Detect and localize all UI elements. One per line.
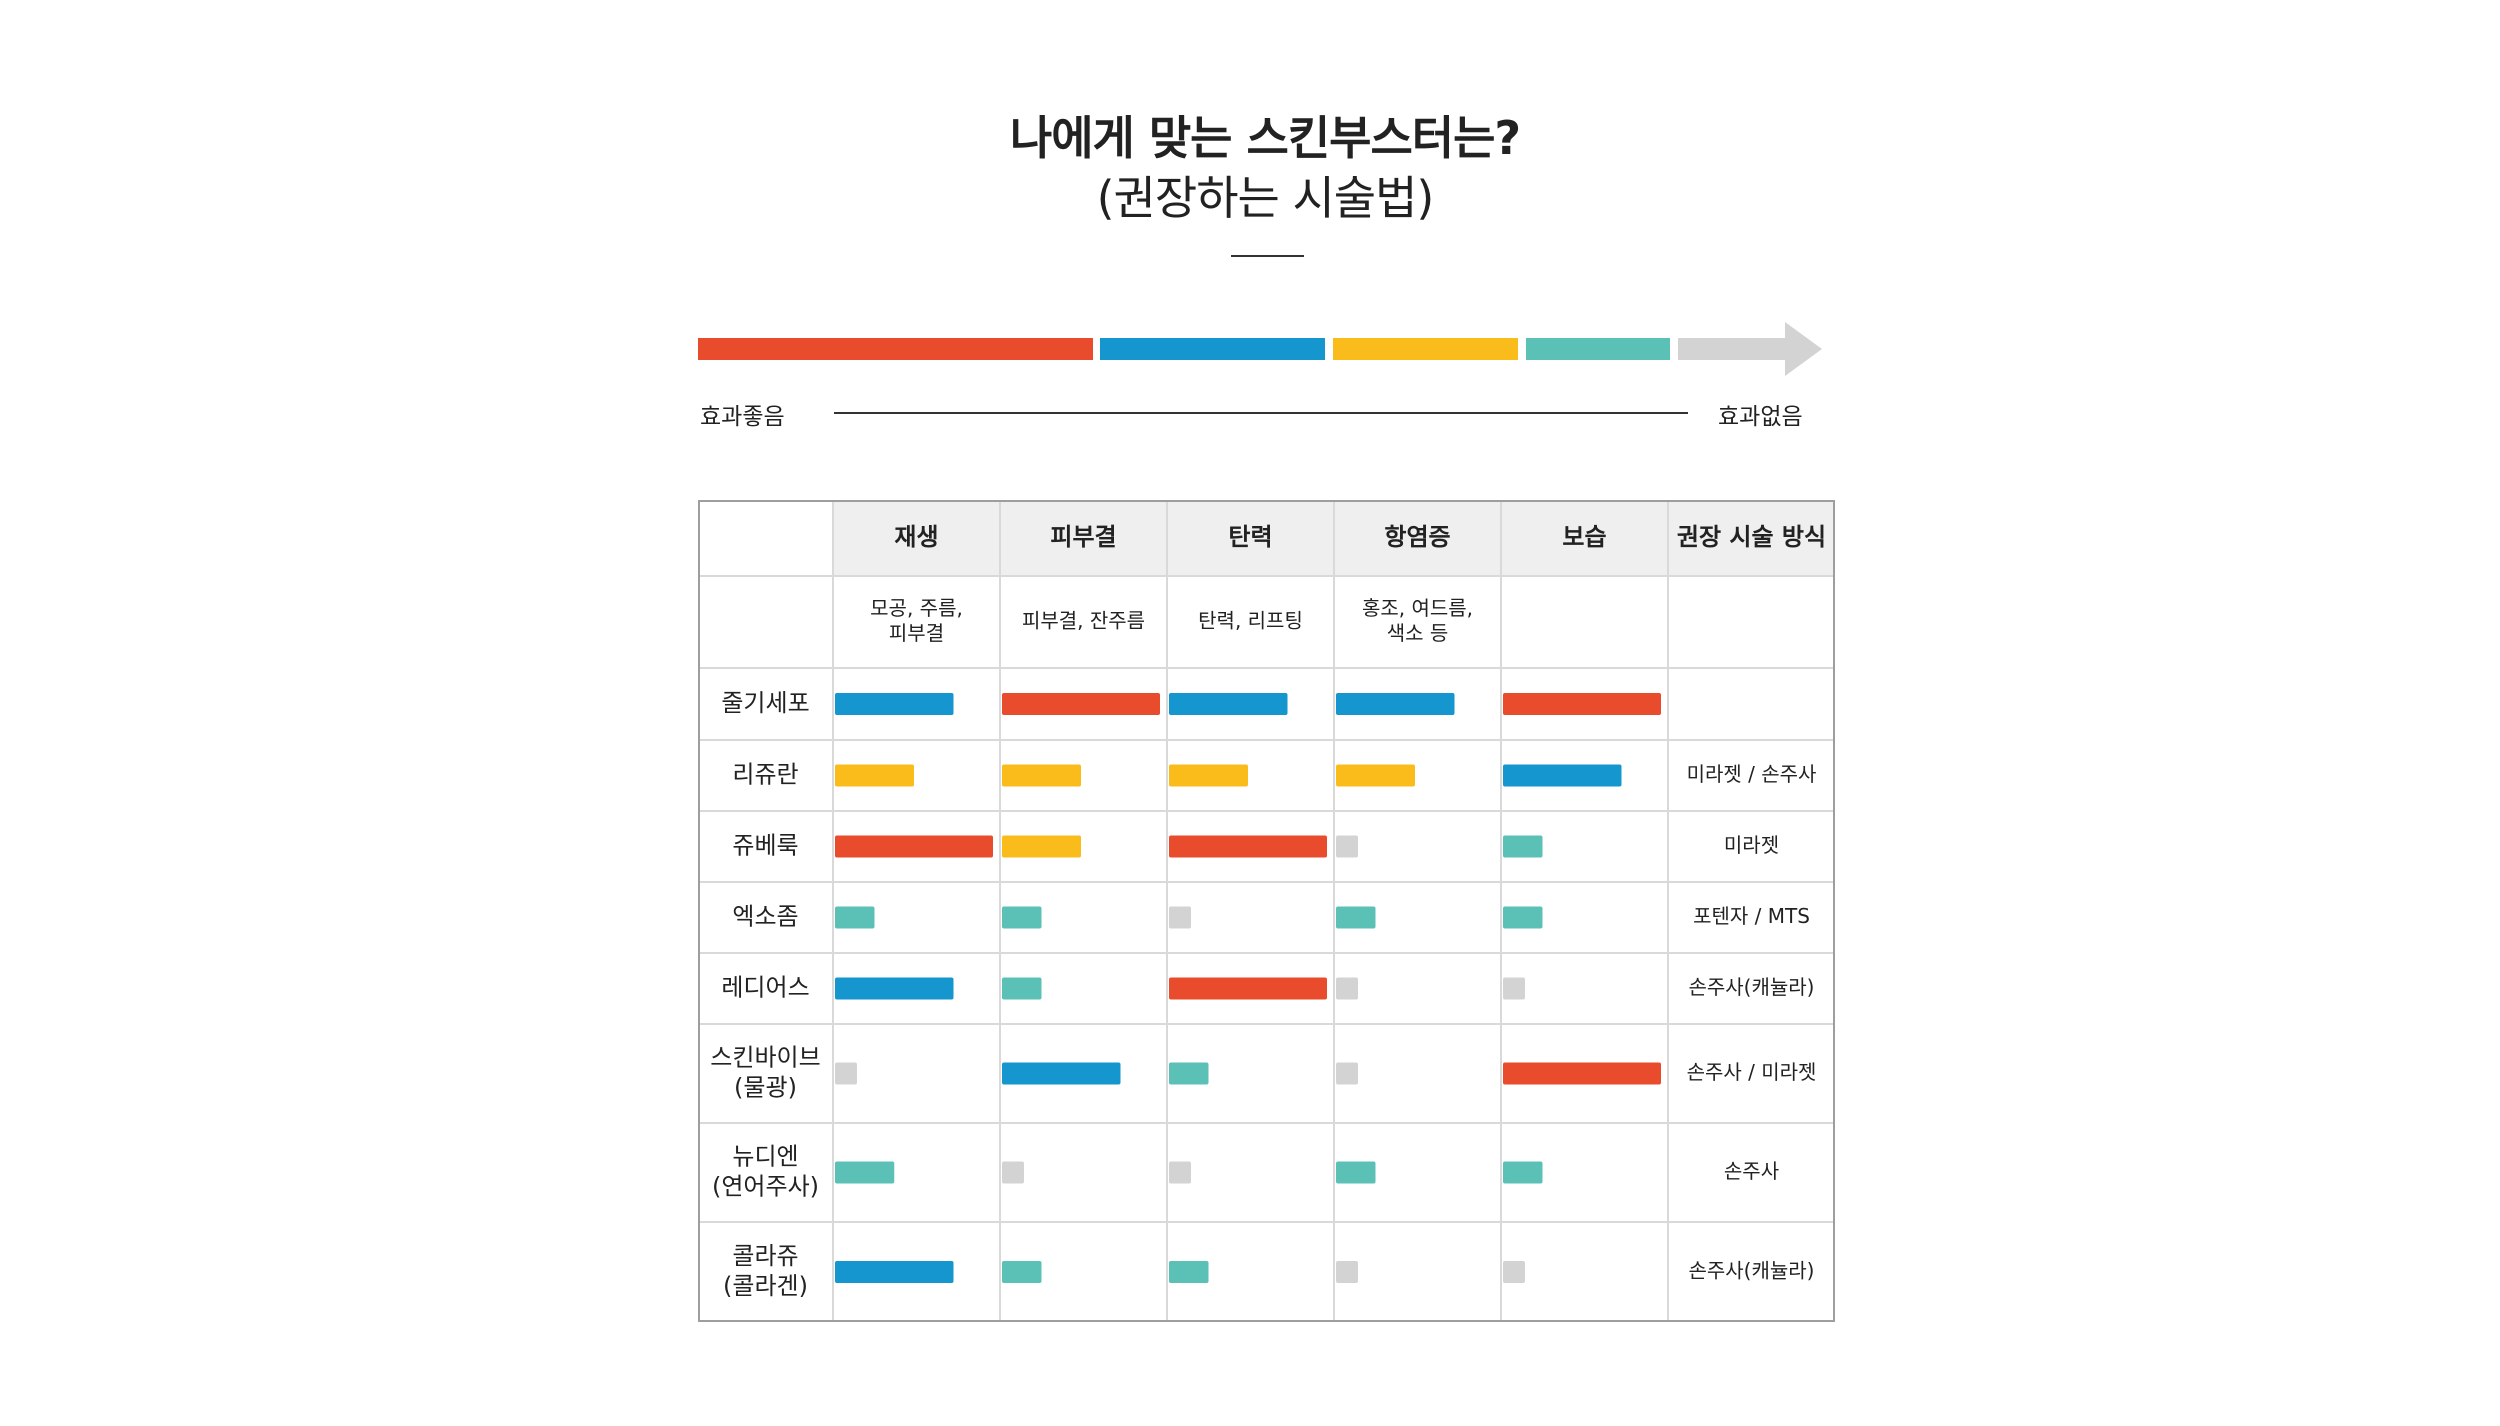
row-name-label: (물광)	[734, 1074, 797, 1102]
title-divider	[1231, 255, 1304, 257]
effect-bar	[1002, 906, 1042, 929]
effect-bar	[1503, 906, 1543, 929]
title-block: 나에게 맞는 스킨부스터는? (권장하는 시술법)	[0, 108, 2500, 228]
scale-segment-level0	[1678, 338, 1786, 360]
effect-bar	[1002, 693, 1160, 715]
method-cell-label: 미라젯	[1724, 833, 1779, 857]
effect-bar	[1336, 835, 1358, 858]
effect-bar	[835, 977, 954, 1000]
column-header-label: 항염증	[1384, 523, 1450, 551]
effect-scale-bar	[698, 322, 1822, 376]
scale-segment-level1	[1526, 338, 1670, 360]
scale-line	[834, 412, 1688, 414]
column-header-label: 탄력	[1228, 523, 1272, 551]
page-subtitle: (권장하는 시술법)	[1096, 171, 1435, 225]
column-desc-label: 색소 등	[1387, 621, 1449, 645]
effect-bar	[1169, 977, 1327, 1000]
effect-bar	[835, 764, 914, 787]
effect-bar	[1336, 764, 1415, 787]
table-border	[698, 500, 1835, 1322]
effect-bar	[835, 693, 954, 715]
column-header-label: 보습	[1562, 523, 1606, 551]
effect-bar	[1503, 1161, 1543, 1184]
row-name-label: 뉴디엔	[732, 1143, 798, 1171]
effect-bar	[1002, 1261, 1042, 1283]
effect-bar	[835, 1261, 954, 1283]
effect-bar	[1503, 1062, 1661, 1085]
method-cell-label: 손주사(캐뉼라)	[1688, 975, 1814, 999]
effect-bar	[1503, 977, 1525, 1000]
effect-bar	[1336, 1161, 1376, 1184]
row-name-label: 콜라쥬	[732, 1242, 798, 1270]
effect-bar	[1169, 693, 1288, 715]
scale-segment-level4	[698, 338, 1093, 360]
scale-arrow-head	[1785, 322, 1822, 376]
comparison-table: 재생 모공, 주름, 피부결 피부결 피부결, 잔주름 탄력 탄력, 리프팅 항염증 홍조, 여…	[698, 500, 1835, 1325]
row-name-label: 레디어스	[721, 974, 809, 1002]
effect-bar	[1169, 1261, 1209, 1283]
effect-bar	[1336, 977, 1358, 1000]
effect-bar	[1169, 835, 1327, 858]
effect-bar	[1503, 693, 1661, 715]
column-desc-label: 탄력, 리프팅	[1198, 609, 1303, 633]
effect-bar	[1336, 1062, 1358, 1085]
column-desc-label: 피부결	[889, 621, 944, 645]
effect-bar	[1002, 977, 1042, 1000]
row-name-label: (콜라겐)	[723, 1272, 808, 1300]
effect-bar	[835, 1161, 895, 1184]
page-title: 나에게 맞는 스킨부스터는?	[1009, 111, 1521, 165]
effect-bar	[1503, 764, 1622, 787]
scale-left-label: 효과좋음	[700, 404, 785, 430]
effect-bar	[1336, 1261, 1358, 1283]
column-desc-label: 홍조, 여드름,	[1362, 596, 1473, 620]
method-header-label: 권장 시술 방식	[1677, 523, 1826, 551]
method-cell-label: 손주사	[1724, 1159, 1779, 1183]
row-name-label: 줄기세포	[721, 689, 809, 717]
effect-bar	[1336, 693, 1455, 715]
effect-bar	[835, 1062, 857, 1085]
scale-segment-level3	[1100, 338, 1325, 360]
row-name-label: 스킨바이브	[710, 1044, 820, 1072]
row-name-label: 리쥬란	[732, 761, 798, 789]
effect-bar	[1002, 1161, 1024, 1184]
column-header-label: 재생	[894, 523, 938, 551]
effect-bar	[835, 906, 875, 929]
method-cell-label: 포텐자 / MTS	[1693, 904, 1810, 928]
column-desc-label: 모공, 주름,	[870, 596, 963, 620]
effect-bar	[1002, 764, 1081, 787]
effect-bar	[1169, 1062, 1209, 1085]
effect-bar	[1002, 835, 1081, 858]
method-cell-label: 손주사 / 미라젯	[1687, 1060, 1817, 1084]
effect-bar	[1503, 1261, 1525, 1283]
column-desc-label: 피부결, 잔주름	[1022, 609, 1145, 633]
row-name-label: (연어주사)	[712, 1173, 819, 1201]
effect-bar	[1169, 1161, 1191, 1184]
effect-bar	[1336, 906, 1376, 929]
effect-bar	[1169, 906, 1191, 929]
column-header-label: 피부결	[1050, 523, 1116, 551]
effect-bar	[1503, 835, 1543, 858]
row-name-label: 엑소좀	[732, 903, 798, 931]
row-name-label: 쥬베룩	[732, 832, 798, 860]
scale-right-label: 효과없음	[1718, 404, 1803, 430]
method-cell-label: 미라젯 / 손주사	[1687, 762, 1817, 786]
effect-bar	[835, 835, 993, 858]
scale-segment-level2	[1333, 338, 1518, 360]
effect-bar	[1002, 1062, 1121, 1085]
method-cell-label: 손주사(캐뉼라)	[1688, 1259, 1814, 1283]
effect-bar	[1169, 764, 1248, 787]
